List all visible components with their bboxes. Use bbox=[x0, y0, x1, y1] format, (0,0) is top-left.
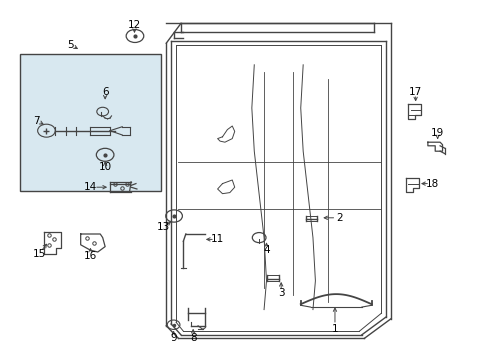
Text: 11: 11 bbox=[210, 234, 224, 244]
Text: 3: 3 bbox=[277, 288, 284, 298]
Bar bbox=[20, 54, 161, 191]
Text: 15: 15 bbox=[32, 249, 46, 259]
Text: 6: 6 bbox=[102, 87, 108, 97]
Text: 17: 17 bbox=[408, 87, 422, 97]
Text: 16: 16 bbox=[83, 251, 97, 261]
Text: 9: 9 bbox=[170, 333, 177, 343]
Text: 10: 10 bbox=[99, 162, 111, 172]
Text: 7: 7 bbox=[33, 116, 40, 126]
Text: 19: 19 bbox=[430, 128, 444, 138]
Text: 14: 14 bbox=[83, 182, 97, 192]
Text: 5: 5 bbox=[67, 40, 74, 50]
Text: 18: 18 bbox=[425, 179, 439, 189]
Text: 2: 2 bbox=[336, 213, 343, 223]
Text: 4: 4 bbox=[263, 245, 269, 255]
Text: 1: 1 bbox=[331, 324, 338, 334]
Text: 8: 8 bbox=[189, 333, 196, 343]
Text: 12: 12 bbox=[127, 20, 141, 30]
Text: 13: 13 bbox=[157, 222, 170, 232]
